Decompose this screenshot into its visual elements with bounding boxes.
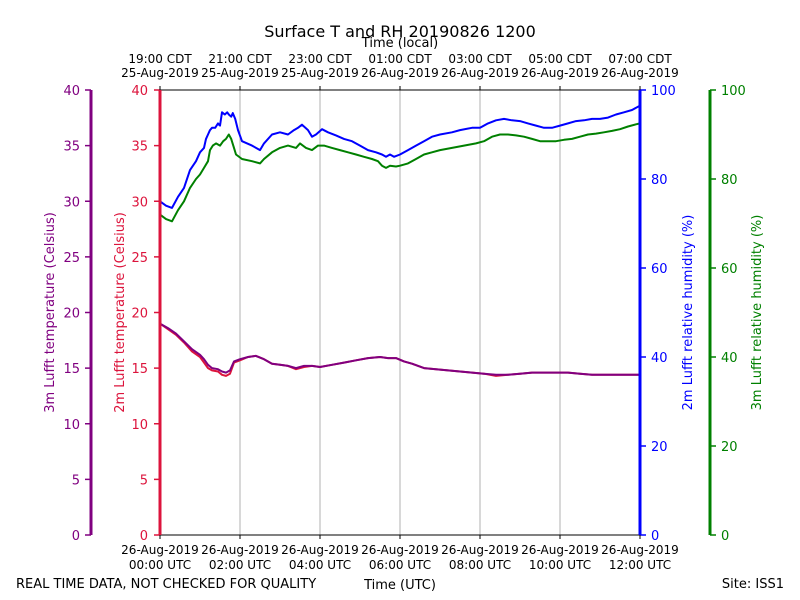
rh2m-tick-label: 20 (651, 440, 668, 455)
temp3m-tick-label: 30 (63, 195, 80, 210)
rh3m-tick-label: 100 (721, 84, 746, 99)
axes-group: 0 5 10 15 20 25 30 35 40 3m Lufft temperature (Ce… (43, 84, 765, 544)
top-tick-time: 07:00 CDT (608, 52, 672, 66)
rh2m-tick-label: 40 (651, 351, 668, 366)
top-axis-title: Time (local) (361, 36, 438, 51)
bottom-tick-time: 12:00 UTC (609, 558, 671, 572)
temp3m-tick-label: 40 (63, 84, 80, 99)
bottom-tick-time: 10:00 UTC (529, 558, 591, 572)
bottom-tick-date: 26-Aug-2019 (121, 543, 199, 557)
bottom-axis-title: Time (UTC) (363, 578, 436, 593)
temp2m-tick-label: 25 (131, 251, 148, 266)
temp3m-tick-label: 35 (63, 140, 80, 155)
temp2m-tick-label: 0 (140, 529, 148, 544)
series-rh3m-line (159, 122, 641, 223)
temp2m-axis-title: 2m Lufft temperature (Celsius) (113, 212, 128, 413)
top-tick-time: 03:00 CDT (448, 52, 512, 66)
temp3m-tick-label: 10 (63, 418, 80, 433)
temp3m-tick-label: 5 (72, 473, 80, 488)
series-group (159, 104, 641, 377)
top-tick-date: 25-Aug-2019 (201, 66, 279, 80)
bottom-tick-time: 00:00 UTC (129, 558, 191, 572)
bottom-tick-date: 26-Aug-2019 (281, 543, 359, 557)
rh3m-tick-label: 0 (721, 529, 729, 544)
temp2m-tick-label: 10 (131, 418, 148, 433)
rh3m-axis-title: 3m Lufft relative humidity (%) (750, 215, 765, 411)
chart-title: Surface T and RH 20190826 1200 (264, 22, 536, 41)
bottom-tick-time: 02:00 UTC (209, 558, 271, 572)
temp3m-tick-label: 20 (63, 307, 80, 322)
top-tick-time: 05:00 CDT (528, 52, 592, 66)
bottom-tick-date: 26-Aug-2019 (521, 543, 599, 557)
temp2m-tick-label: 30 (131, 195, 148, 210)
top-tick-time: 23:00 CDT (288, 52, 352, 66)
rh3m-tick-label: 40 (721, 351, 738, 366)
top-tick-date: 25-Aug-2019 (281, 66, 359, 80)
temp3m-tick-label: 25 (63, 251, 80, 266)
grid (239, 90, 561, 535)
bottom-tick-time: 04:00 UTC (289, 558, 351, 572)
bottom-tick-date: 26-Aug-2019 (201, 543, 279, 557)
rh2m-tick-label: 100 (651, 84, 676, 99)
temp2m-tick-label: 20 (131, 307, 148, 322)
top-tick-date: 26-Aug-2019 (521, 66, 599, 80)
temp2m-tick-label: 35 (131, 140, 148, 155)
bottom-tick-date: 26-Aug-2019 (441, 543, 519, 557)
top-tick-time: 19:00 CDT (128, 52, 192, 66)
rh3m-tick-label: 20 (721, 440, 738, 455)
bottom-tick-date: 26-Aug-2019 (361, 543, 439, 557)
top-tick-date: 25-Aug-2019 (121, 66, 199, 80)
rh3m-tick-label: 80 (721, 173, 738, 188)
bottom-tick-time: 06:00 UTC (369, 558, 431, 572)
bottom-tick-time: 08:00 UTC (449, 558, 511, 572)
temp3m-tick-label: 15 (63, 362, 80, 377)
top-tick-date: 26-Aug-2019 (361, 66, 439, 80)
bottom-tick-date: 26-Aug-2019 (601, 543, 679, 557)
series-temp3m-line (159, 322, 640, 376)
temp2m-tick-label: 40 (131, 84, 148, 99)
rh2m-tick-label: 60 (651, 262, 668, 277)
top-tick-time: 21:00 CDT (208, 52, 272, 66)
top-tick-time: 01:00 CDT (368, 52, 432, 66)
rh2m-tick-label: 80 (651, 173, 668, 188)
top-tick-date: 26-Aug-2019 (601, 66, 679, 80)
series-rh2m-line (159, 104, 641, 209)
rh2m-axis-title: 2m Lufft relative humidity (%) (681, 215, 696, 411)
site-label: Site: ISS1 (722, 577, 784, 592)
rh3m-tick-label: 60 (721, 262, 738, 277)
quality-disclaimer: REAL TIME DATA, NOT CHECKED FOR QUALITY (16, 577, 316, 592)
temp2m-tick-label: 15 (131, 362, 148, 377)
temp2m-tick-label: 5 (140, 473, 148, 488)
rh2m-tick-label: 0 (651, 529, 659, 544)
temp3m-axis-title: 3m Lufft temperature (Celsius) (43, 212, 58, 413)
temp3m-tick-label: 0 (72, 529, 80, 544)
top-tick-date: 26-Aug-2019 (441, 66, 519, 80)
